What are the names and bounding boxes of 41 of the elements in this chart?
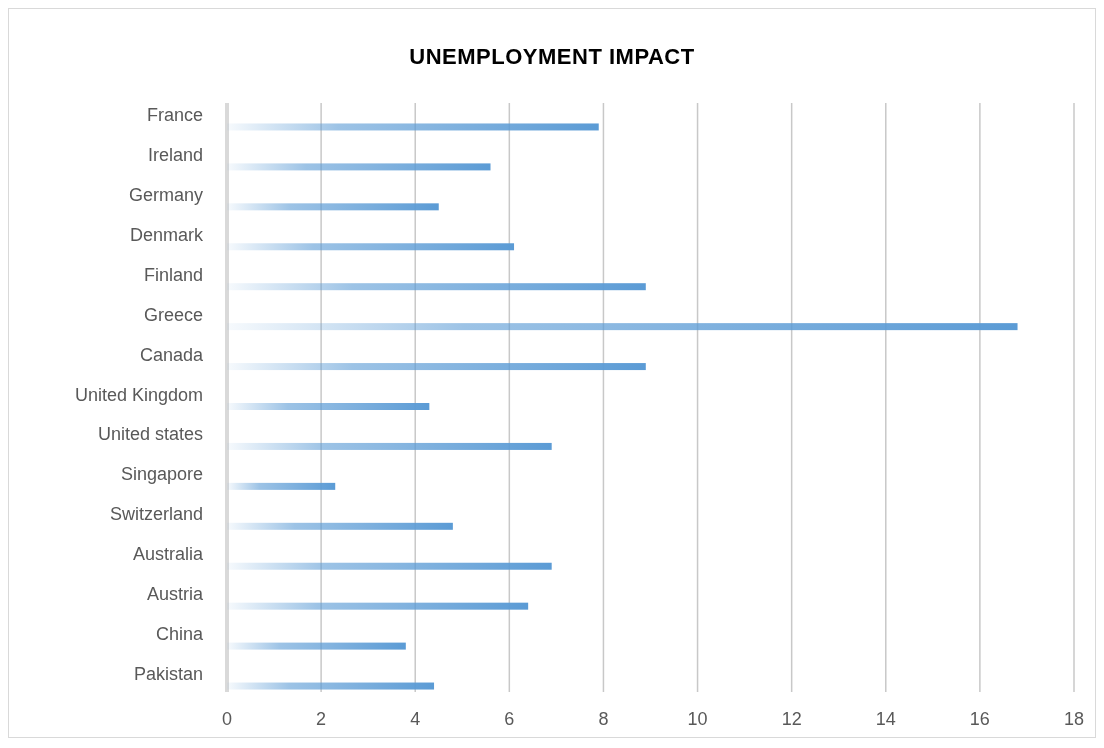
- bar: [227, 123, 599, 131]
- bar: [227, 602, 529, 610]
- y-tick-label: United states: [97, 424, 203, 445]
- y-tick-label: United Kingdom: [74, 384, 203, 405]
- y-tick-label: Australia: [132, 544, 204, 565]
- bar: [227, 522, 453, 530]
- y-tick-label: Greece: [143, 304, 203, 325]
- x-tick-label: 6: [504, 709, 515, 729]
- bar: [227, 283, 646, 291]
- bar: [227, 403, 430, 410]
- bar: [227, 642, 406, 650]
- y-tick-label: France: [146, 104, 203, 125]
- bar: [227, 243, 515, 251]
- y-tick-label: Switzerland: [109, 504, 203, 525]
- bar: [227, 442, 552, 450]
- y-tick-label: Pakistan: [133, 664, 203, 685]
- x-tick-label: 0: [221, 709, 233, 729]
- y-tick-label: Canada: [139, 344, 204, 365]
- y-tick-label: Germany: [128, 184, 203, 205]
- x-tick-label: 2: [316, 709, 327, 729]
- chart-title: UNEMPLOYMENT IMPACT: [409, 44, 695, 69]
- x-tick-label: 8: [598, 709, 609, 729]
- y-tick-label: Denmark: [129, 224, 204, 245]
- bar: [227, 163, 491, 171]
- x-tick-label: 4: [410, 709, 421, 729]
- bar: [227, 562, 552, 570]
- bar: [227, 682, 435, 690]
- x-tick-label: 18: [1063, 709, 1085, 729]
- y-tick-label: Finland: [143, 264, 203, 285]
- y-tick-label: Singapore: [120, 464, 203, 485]
- y-tick-label: China: [155, 624, 204, 645]
- x-tick-label: 10: [687, 709, 708, 729]
- y-tick-label: Ireland: [147, 144, 203, 165]
- bar: [227, 482, 336, 490]
- bar: [227, 323, 1018, 331]
- x-tick-label: 16: [969, 709, 990, 729]
- x-tick-label: 14: [875, 709, 896, 729]
- bar: [227, 203, 439, 211]
- y-tick-label: Austria: [146, 584, 204, 605]
- x-tick-label: 12: [781, 709, 802, 729]
- bar: [227, 363, 646, 371]
